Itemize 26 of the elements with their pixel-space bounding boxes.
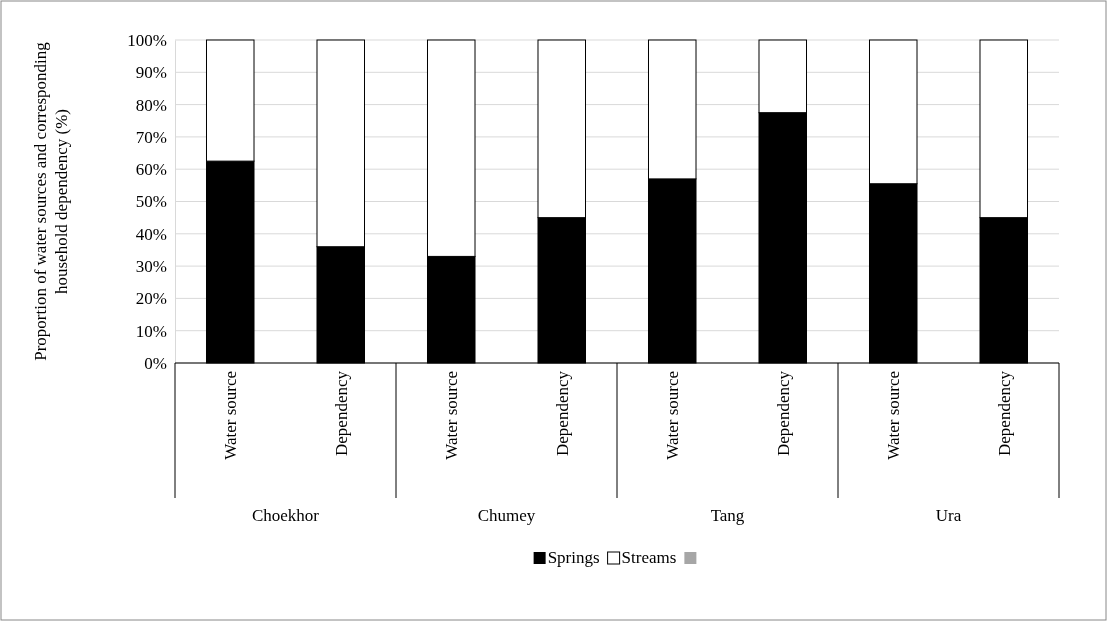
x-tick-label: Dependency [773,370,793,456]
y-tick-label: 60% [135,160,167,180]
y-tick-label: 20% [135,289,167,309]
y-tick-label: 80% [135,95,167,115]
x-tick-label: Water source [221,371,241,460]
x-tick-label: Water source [663,371,683,460]
y-axis-title: Proportion of water sources and corresponding household dependency (%) [30,41,71,361]
x-tick-label: Dependency [552,370,572,456]
x-tick-label: Dependency [994,370,1014,456]
legend-label: Springs [547,548,600,567]
x-tick-label: Water source [442,371,462,460]
x-tick-label: Dependency [331,370,351,456]
text: Choekhor [251,506,320,525]
y-tick-label: 40% [135,224,167,244]
y-tick-label: 70% [135,127,167,147]
y-tick-label: 10% [135,321,167,341]
y-tick-label: 50% [135,192,167,212]
y-tick-label: 0% [144,353,167,373]
text: Tang [710,506,745,525]
y-tick-label: 30% [135,257,167,277]
y-tick-label: 100% [127,30,167,50]
x-tick-label: Water source [884,371,904,460]
legend-label: Streams [621,548,677,567]
text: Chumey [477,506,536,525]
y-tick-label: 90% [135,63,167,83]
text: Ura [935,506,962,525]
